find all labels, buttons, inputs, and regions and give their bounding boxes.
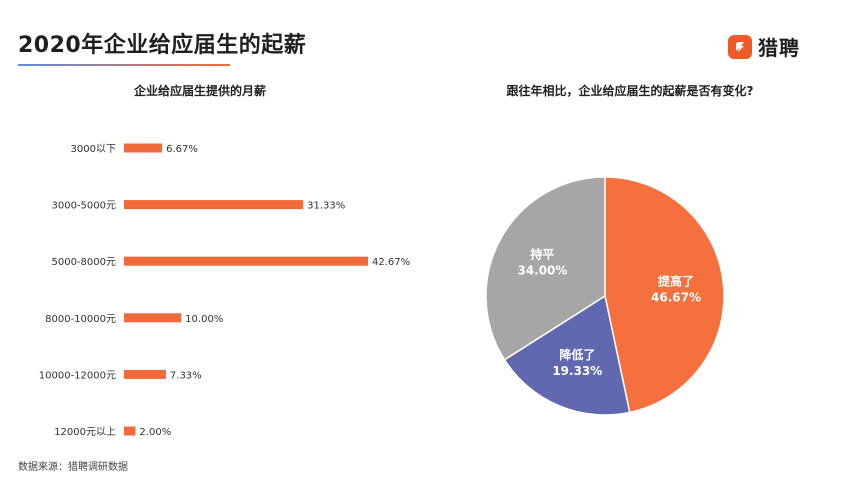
slice-value-label: 19.33% bbox=[552, 364, 602, 378]
slice-label: 提高了 bbox=[658, 274, 694, 289]
slice-value-label: 34.00% bbox=[517, 264, 567, 278]
pie-chart: 提高了 46.67% 降低了 19.33% 持平 34.00% bbox=[485, 176, 725, 416]
bar bbox=[124, 369, 166, 379]
bar-value-label: 6.67% bbox=[166, 144, 198, 155]
source-note: 数据来源：猎聘调研数据 bbox=[18, 462, 128, 473]
brand-logo: 猎聘 bbox=[728, 32, 800, 61]
bar bbox=[124, 256, 368, 266]
pie-slice bbox=[485, 176, 606, 361]
slice-label: 持平 bbox=[530, 247, 554, 262]
bar-value-label: 7.33% bbox=[170, 370, 202, 381]
bar-value-label: 42.67% bbox=[372, 257, 410, 268]
page-title: 2020年企业给应届生的起薪 bbox=[18, 33, 307, 58]
category-label: 12000元以上 bbox=[54, 426, 116, 438]
category-label: 3000以下 bbox=[71, 144, 116, 155]
bar bbox=[124, 426, 136, 436]
bar-value-label: 31.33% bbox=[307, 201, 345, 212]
bar-value-label: 10.00% bbox=[185, 314, 223, 325]
bar-chart: 3000以下 6.67% 3000-5000元 31.33% 5000-8000元 42.… bbox=[39, 143, 410, 438]
slice-value-label: 46.67% bbox=[651, 291, 701, 305]
liepin-logo-icon bbox=[728, 34, 752, 59]
pie-slice bbox=[503, 294, 631, 416]
slice-label: 降低了 bbox=[559, 347, 595, 362]
pie-chart-title: 跟往年相比，企业给应届生的起薪是否有变化? bbox=[506, 84, 754, 98]
bar-value-label: 2.00% bbox=[139, 427, 171, 438]
category-label: 10000-12000元 bbox=[39, 370, 116, 381]
pie-slice bbox=[604, 176, 725, 414]
category-label: 5000-8000元 bbox=[51, 257, 116, 268]
category-label: 3000-5000元 bbox=[51, 201, 116, 212]
bar bbox=[124, 143, 163, 153]
bar bbox=[124, 200, 304, 210]
category-label: 8000-10000元 bbox=[45, 314, 116, 325]
title-underline bbox=[18, 64, 230, 66]
bar-chart-title: 企业给应届生提供的月薪 bbox=[133, 84, 266, 98]
brand-name: 猎聘 bbox=[758, 36, 800, 60]
bar bbox=[124, 313, 182, 323]
